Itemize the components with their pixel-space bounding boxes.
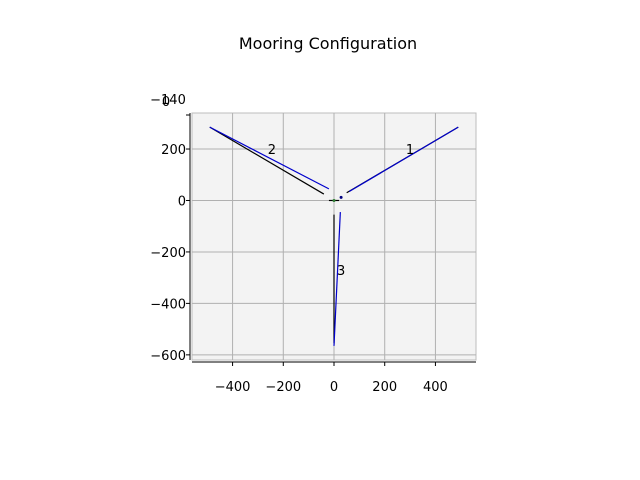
series-line-1: [209, 126, 330, 190]
x-tick-label-1: −200: [265, 380, 301, 395]
line-labels: 1 2 3: [268, 143, 414, 279]
extra-label-0: 0: [162, 95, 170, 110]
series-line-5: [333, 212, 341, 346]
offset-point: [339, 195, 343, 199]
extra-label-1: −140: [150, 93, 186, 108]
series-line-3: [348, 126, 459, 192]
x-tick-label-0: −400: [215, 380, 251, 395]
data-series: [209, 126, 459, 346]
y-tick-label-0: 200: [161, 143, 186, 158]
x-tick-label-3: 200: [372, 380, 397, 395]
series-line-0: [209, 126, 325, 195]
y-tick-label-3: −400: [150, 297, 186, 312]
y-tick-label-4: −600: [150, 349, 186, 364]
x-tick-label-2: 0: [330, 380, 338, 395]
center-point: [332, 198, 336, 202]
chart-title: Mooring Configuration: [239, 34, 417, 53]
y-tick-label-1: 0: [178, 194, 186, 209]
y-tick-label-2: −200: [150, 246, 186, 261]
tick-labels: −400 −200 0 200 400 200 0 −200 −400 −600: [150, 114, 448, 395]
x-tick-label-4: 400: [423, 380, 448, 395]
line-label-1: 2: [268, 143, 276, 158]
line-label-0: 1: [406, 143, 414, 158]
line-label-2: 3: [337, 264, 345, 279]
